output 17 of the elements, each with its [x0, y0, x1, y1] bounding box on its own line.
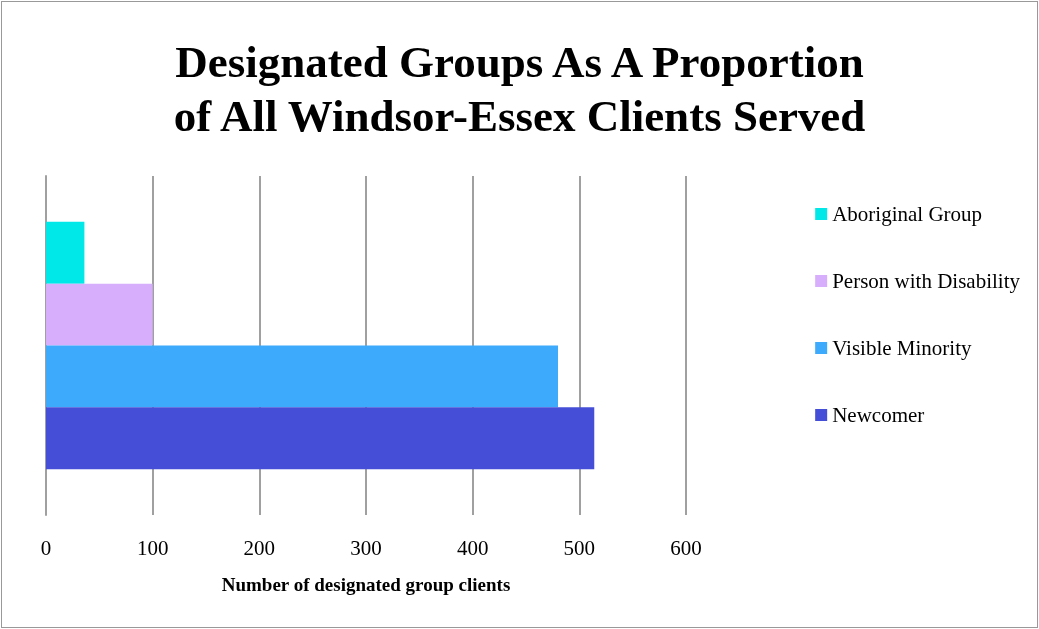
- x-tick-label: 600: [670, 535, 702, 560]
- bar: [46, 221, 85, 284]
- legend-label: Newcomer: [832, 403, 925, 427]
- bar: [46, 407, 595, 470]
- x-tick-label: 500: [563, 535, 596, 560]
- legend-label: Visible Minority: [832, 336, 972, 360]
- x-axis-title: Number of designated group clients: [221, 574, 511, 595]
- x-tick-label: 200: [243, 535, 276, 560]
- x-tick-label: 400: [456, 535, 489, 560]
- legend-label: Aboriginal Group: [832, 202, 983, 226]
- x-tick-label: 300: [350, 535, 382, 560]
- bar: [46, 345, 558, 408]
- x-tick-label: 100: [136, 535, 169, 560]
- x-tick-label: 0: [40, 535, 52, 560]
- chart-title: Designated Groups As A Proportion of All Windsor-Essex Clients Served: [173, 37, 866, 141]
- legend-label: Person with Disability: [832, 269, 1021, 293]
- bar: [46, 283, 153, 346]
